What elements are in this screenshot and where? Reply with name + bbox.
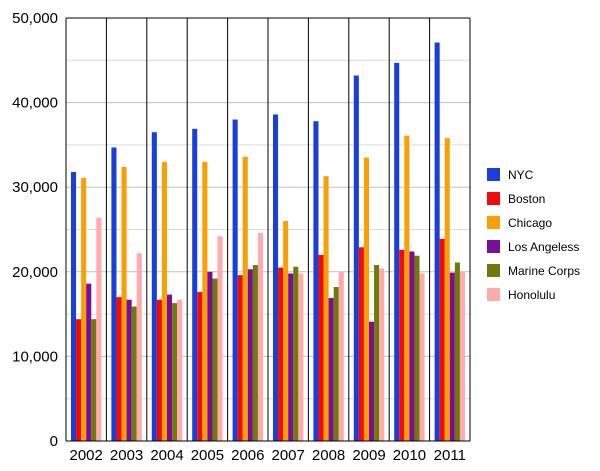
bar-honolulu-2009 <box>379 268 385 441</box>
x-tick-label: 2011 <box>434 447 466 464</box>
x-tick-label: 2008 <box>312 447 345 464</box>
y-tick-label: 20,000 <box>12 264 58 281</box>
bar-honolulu-2008 <box>338 271 344 441</box>
bar-nyc-2004 <box>151 132 157 441</box>
bar-nyc-2005 <box>192 128 198 442</box>
x-tick-label: 2005 <box>191 447 224 464</box>
bar-chicago-2009 <box>363 157 369 441</box>
bar-los-angeless-2009 <box>369 321 375 441</box>
x-tick-label: 2002 <box>70 447 103 464</box>
bar-los-angeless-2003 <box>126 299 132 441</box>
legend-swatch <box>487 216 500 229</box>
legend-label: Los Angeless <box>508 240 579 254</box>
bar-marine-corps-2002 <box>91 319 97 441</box>
y-tick-label: 40,000 <box>12 95 58 112</box>
bar-nyc-2002 <box>71 171 77 442</box>
bar-honolulu-2003 <box>136 253 142 441</box>
bar-boston-2008 <box>318 254 324 441</box>
bar-marine-corps-2005 <box>212 278 218 441</box>
legend: NYC Boston Chicago Los Angeless Marine Corps… <box>487 168 580 302</box>
legend-label: NYC <box>508 168 534 182</box>
legend-swatch <box>487 264 500 277</box>
bar-chicago-2006 <box>242 156 248 441</box>
legend-swatch <box>487 192 500 205</box>
bar-nyc-2011 <box>434 42 440 442</box>
bar-boston-2002 <box>76 319 82 441</box>
bar-marine-corps-2009 <box>374 265 380 441</box>
bar-los-angeless-2005 <box>207 271 213 441</box>
bar-nyc-2009 <box>353 75 359 441</box>
bar-los-angeless-2004 <box>167 294 173 441</box>
y-tick-label: 0 <box>50 433 58 450</box>
bar-chicago-2004 <box>161 161 167 441</box>
axes: 0 10,000 20,000 30,000 40,000 50,000 2002 2003 2… <box>12 10 471 464</box>
legend-swatch <box>487 168 500 181</box>
bar-nyc-2010 <box>394 62 400 441</box>
bar-los-angeless-2011 <box>449 272 455 441</box>
bars <box>71 42 465 442</box>
bar-honolulu-2004 <box>177 299 183 441</box>
bar-chicago-2007 <box>283 221 289 441</box>
bar-boston-2005 <box>197 292 203 441</box>
bar-honolulu-2007 <box>298 273 304 441</box>
legend-label: Boston <box>508 192 545 206</box>
y-tick-label: 30,000 <box>12 179 58 196</box>
legend-label: Marine Corps <box>508 264 580 278</box>
bar-marine-corps-2003 <box>131 306 137 441</box>
bar-marine-corps-2004 <box>172 303 178 441</box>
x-tick-label: 2004 <box>150 447 183 464</box>
bar-boston-2010 <box>399 249 405 441</box>
x-tick-label: 2010 <box>393 447 426 464</box>
bar-chicago-2005 <box>202 161 208 441</box>
x-tick-label: 2006 <box>231 447 264 464</box>
bar-boston-2009 <box>358 247 364 441</box>
bar-los-angeless-2007 <box>288 273 294 441</box>
bar-boston-2006 <box>237 275 243 441</box>
y-tick-label: 50,000 <box>12 10 58 27</box>
bar-marine-corps-2007 <box>293 266 299 441</box>
bar-chicago-2011 <box>444 138 450 441</box>
bar-los-angeless-2008 <box>328 298 334 441</box>
bar-boston-2004 <box>156 299 162 441</box>
bar-chicago-2008 <box>323 176 329 441</box>
bar-chicago-2010 <box>404 135 410 441</box>
x-tick-label: 2007 <box>272 447 305 464</box>
legend-swatch <box>487 288 500 301</box>
bar-honolulu-2002 <box>96 217 102 441</box>
bar-boston-2003 <box>116 297 122 441</box>
bar-honolulu-2010 <box>419 273 425 441</box>
bar-nyc-2006 <box>232 119 238 442</box>
bar-chicago-2002 <box>81 177 87 442</box>
bar-boston-2007 <box>278 267 284 441</box>
bar-chicago-2003 <box>121 166 127 441</box>
bar-los-angeless-2006 <box>247 269 253 441</box>
bar-nyc-2008 <box>313 121 319 441</box>
x-tick-label: 2003 <box>110 447 143 464</box>
bar-honolulu-2005 <box>217 236 223 441</box>
bar-honolulu-2011 <box>459 271 465 441</box>
x-tick-label: 2009 <box>352 447 385 464</box>
bar-los-angeless-2002 <box>86 283 92 441</box>
bar-honolulu-2006 <box>257 232 263 441</box>
bar-los-angeless-2010 <box>409 251 415 441</box>
legend-label: Honolulu <box>508 288 555 302</box>
bar-marine-corps-2006 <box>252 265 258 441</box>
y-tick-label: 10,000 <box>12 348 58 365</box>
bar-nyc-2003 <box>111 147 117 442</box>
legend-swatch <box>487 240 500 253</box>
bar-marine-corps-2008 <box>333 287 339 441</box>
bar-boston-2011 <box>439 238 445 441</box>
bar-marine-corps-2010 <box>414 255 420 441</box>
bar-marine-corps-2011 <box>454 262 460 441</box>
bar-nyc-2007 <box>273 114 279 441</box>
legend-label: Chicago <box>508 216 552 230</box>
